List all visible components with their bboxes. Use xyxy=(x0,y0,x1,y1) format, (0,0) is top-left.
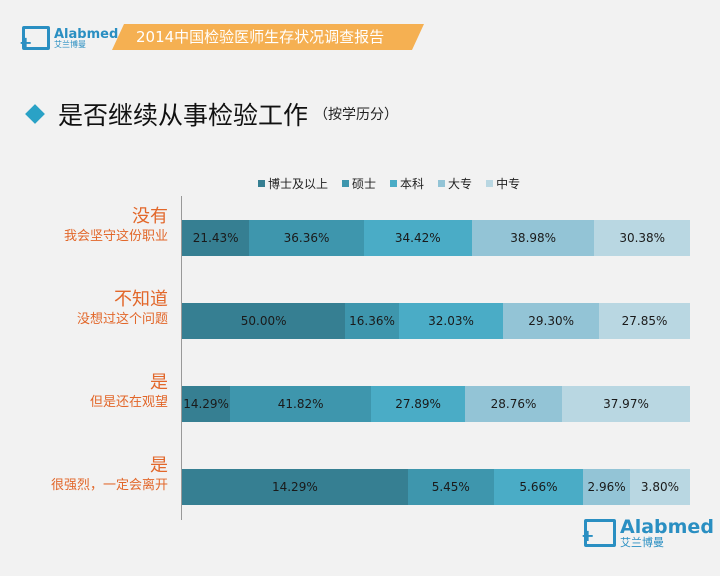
bar-segment: 14.29% xyxy=(182,386,231,422)
legend-label: 大专 xyxy=(448,177,473,191)
bar-segment: 3.80% xyxy=(629,469,690,505)
legend-item: 本科 xyxy=(390,175,424,192)
category-label: 没有我会坚守这份职业 xyxy=(64,206,168,246)
bar-segment: 28.76% xyxy=(465,386,562,422)
legend-swatch xyxy=(438,180,446,187)
legend-label: 博士及以上 xyxy=(268,177,329,191)
legend-item: 硕士 xyxy=(342,175,376,192)
category-sub: 没想过这个问题 xyxy=(76,312,168,327)
bar-segment: 50.00% xyxy=(182,303,346,339)
category-sub: 但是还在观望 xyxy=(89,395,168,410)
page-title: 是否继续从事检验工作 （按学历分） xyxy=(22,96,398,132)
logo-en: Alabmed xyxy=(54,26,119,42)
bar-segment: 32.03% xyxy=(398,303,504,339)
category-main: 没有 xyxy=(132,206,168,227)
bar-segment: 38.98% xyxy=(471,220,595,256)
bar-segment: 34.42% xyxy=(363,220,472,256)
legend: 博士及以上 硕士 本科 大专 中专 xyxy=(258,175,520,192)
category-axis xyxy=(181,196,182,520)
title-main: 是否继续从事检验工作 xyxy=(58,101,309,130)
category-main: 是 xyxy=(150,455,168,476)
bar-segment: 41.82% xyxy=(230,386,372,422)
bar-segment: 37.97% xyxy=(562,386,690,422)
legend-label: 本科 xyxy=(400,177,425,191)
legend-label: 中专 xyxy=(496,177,521,191)
logo-icon xyxy=(581,519,616,547)
category-label: 是很强烈，一定会离开 xyxy=(51,455,168,495)
bar-segment: 29.30% xyxy=(503,303,600,339)
bar-segment: 14.29% xyxy=(182,469,408,505)
logo-cn: 艾兰博曼 xyxy=(620,536,664,549)
alabmed-logo: Alabmed 艾兰博曼 xyxy=(19,26,119,52)
bar-segment: 5.66% xyxy=(493,469,584,505)
stacked-bar: 14.29% 41.82% 27.89% 28.76% 37.97% xyxy=(182,386,690,422)
legend-swatch xyxy=(390,180,398,187)
bar-segment: 36.36% xyxy=(249,220,364,256)
legend-item: 中专 xyxy=(486,175,520,192)
category-sub: 很强烈，一定会离开 xyxy=(50,478,168,493)
legend-swatch xyxy=(342,180,350,187)
stacked-bar: 50.00% 16.36% 32.03% 29.30% 27.85% xyxy=(182,303,690,339)
category-main: 不知道 xyxy=(114,289,168,310)
legend-label: 硕士 xyxy=(352,177,377,191)
report-banner: 2014中国检验医师生存状况调查报告 xyxy=(112,24,424,50)
category-main: 是 xyxy=(150,372,168,393)
stacked-bar: 21.43% 36.36% 34.42% 38.98% 30.38% xyxy=(182,220,690,256)
diamond-bullet-icon xyxy=(25,104,45,124)
stacked-bar: 14.29% 5.45% 5.66% 2.96% 3.80% xyxy=(182,469,690,505)
alabmed-corner-logo: Alabmed 艾兰博曼 xyxy=(581,516,714,549)
logo-cn: 艾兰博曼 xyxy=(54,39,86,49)
legend-swatch xyxy=(486,180,494,187)
bar-segment: 5.45% xyxy=(407,469,494,505)
category-label: 不知道没想过这个问题 xyxy=(77,289,168,329)
category-sub: 我会坚守这份职业 xyxy=(63,229,168,244)
legend-item: 博士及以上 xyxy=(258,175,328,192)
legend-item: 大专 xyxy=(438,175,472,192)
bar-segment: 16.36% xyxy=(345,303,399,339)
bar-segment: 2.96% xyxy=(583,469,630,505)
title-sub: （按学历分） xyxy=(314,107,399,123)
bar-segment: 30.38% xyxy=(594,220,690,256)
legend-swatch xyxy=(258,180,265,187)
bar-segment: 27.89% xyxy=(371,386,466,422)
bar-segment: 27.85% xyxy=(599,303,690,339)
logo-icon xyxy=(19,26,50,52)
bar-segment: 21.43% xyxy=(182,220,250,256)
logo-en: Alabmed xyxy=(620,516,714,538)
category-label: 是但是还在观望 xyxy=(90,372,168,412)
